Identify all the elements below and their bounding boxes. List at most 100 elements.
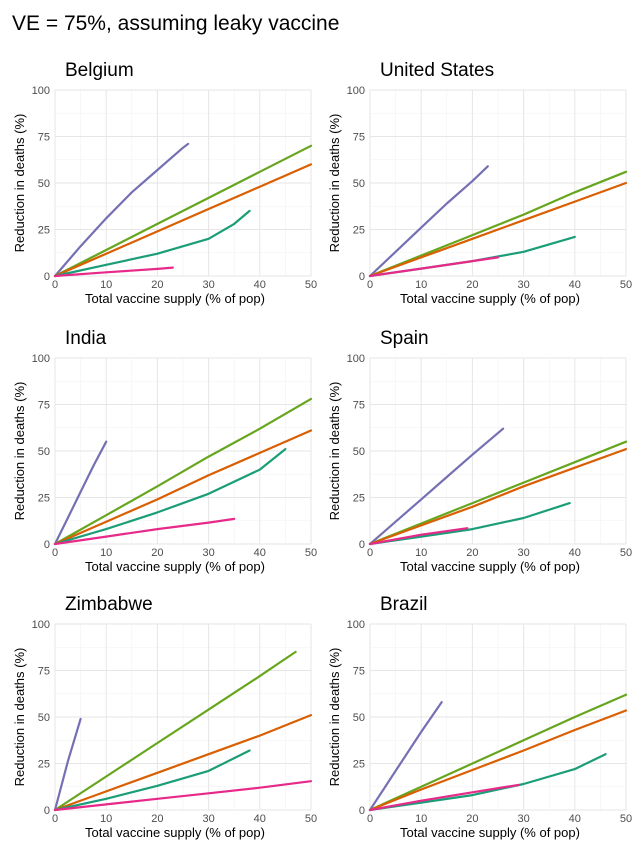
x-axis-label: Total vaccine supply (% of pop) xyxy=(400,825,580,840)
x-tick-label: 40 xyxy=(569,279,581,291)
series-line-0 xyxy=(53,142,190,278)
x-tick-label: 30 xyxy=(202,813,214,825)
x-axis-label: Total vaccine supply (% of pop) xyxy=(85,825,265,840)
panel-5: 0 10 20 30 40 50 0 25 50 75 100 Brazil Total vaccine… xyxy=(327,594,632,840)
x-tick-label: 10 xyxy=(100,279,112,291)
panel-title: Brazil xyxy=(380,594,428,615)
y-tick-label: 100 xyxy=(32,619,50,631)
y-axis-label: Reduction in deaths (%) xyxy=(327,648,342,787)
x-tick-label: 50 xyxy=(620,279,632,291)
series-line-1 xyxy=(368,170,628,278)
figure-title: VE = 75%, assuming leaky vaccine xyxy=(12,12,340,35)
y-tick-label: 25 xyxy=(353,225,365,237)
panel-1: 0 10 20 30 40 50 0 25 50 75 100 United States Total … xyxy=(327,60,632,306)
x-tick-label: 20 xyxy=(151,547,163,559)
series-line-1 xyxy=(368,440,628,546)
x-tick-label: 10 xyxy=(415,813,427,825)
panel-0: 0 10 20 30 40 50 0 25 50 75 100 Belgium Total vaccin… xyxy=(12,60,317,306)
x-axis-label: Total vaccine supply (% of pop) xyxy=(400,559,580,574)
series-line-4 xyxy=(368,256,500,278)
y-tick-label: 100 xyxy=(32,85,50,97)
x-tick-label: 20 xyxy=(466,547,478,559)
x-tick-label: 10 xyxy=(100,813,112,825)
y-tick-label: 50 xyxy=(38,178,50,190)
y-tick-label: 25 xyxy=(38,225,50,237)
y-axis-label: Reduction in deaths (%) xyxy=(327,382,342,521)
x-tick-label: 0 xyxy=(367,547,373,559)
y-tick-label: 75 xyxy=(38,400,50,412)
panel-4: 0 10 20 30 40 50 0 25 50 75 100 Zimbabwe Total vacci… xyxy=(12,594,317,840)
x-axis-label: Total vaccine supply (% of pop) xyxy=(400,291,580,306)
x-tick-label: 20 xyxy=(466,813,478,825)
y-tick-label: 0 xyxy=(359,271,365,283)
x-tick-label: 50 xyxy=(305,547,317,559)
series-line-0 xyxy=(53,717,82,812)
x-tick-label: 20 xyxy=(466,279,478,291)
x-tick-label: 20 xyxy=(151,813,163,825)
series-line-1 xyxy=(53,397,313,546)
y-tick-label: 0 xyxy=(44,805,50,817)
series-line-2 xyxy=(53,713,313,812)
x-axis-label: Total vaccine supply (% of pop) xyxy=(85,559,265,574)
x-tick-label: 40 xyxy=(569,547,581,559)
series-line-2 xyxy=(368,448,628,546)
y-tick-label: 50 xyxy=(38,712,50,724)
x-tick-label: 50 xyxy=(305,279,317,291)
panel-3: 0 10 20 30 40 50 0 25 50 75 100 Spain Total vaccine … xyxy=(327,328,632,574)
y-tick-label: 100 xyxy=(347,353,365,365)
series-line-3 xyxy=(368,753,607,812)
x-tick-label: 40 xyxy=(254,279,266,291)
x-tick-label: 30 xyxy=(202,547,214,559)
y-axis-label: Reduction in deaths (%) xyxy=(12,382,27,521)
series-line-2 xyxy=(368,181,628,278)
series-line-0 xyxy=(368,427,505,546)
series-line-1 xyxy=(53,144,313,278)
panel-title: Zimbabwe xyxy=(65,594,153,615)
x-tick-label: 30 xyxy=(517,279,529,291)
y-tick-label: 0 xyxy=(44,271,50,283)
x-tick-label: 40 xyxy=(569,813,581,825)
x-tick-label: 0 xyxy=(367,279,373,291)
x-tick-label: 50 xyxy=(305,813,317,825)
y-tick-label: 50 xyxy=(353,446,365,458)
y-tick-label: 25 xyxy=(353,493,365,505)
x-axis-label: Total vaccine supply (% of pop) xyxy=(85,291,265,306)
series-line-0 xyxy=(53,440,108,546)
series-line-2 xyxy=(53,163,313,278)
series-line-3 xyxy=(53,448,287,546)
y-tick-label: 75 xyxy=(353,666,365,678)
y-tick-label: 50 xyxy=(38,446,50,458)
series-line-0 xyxy=(368,165,489,278)
x-tick-label: 40 xyxy=(254,813,266,825)
series-line-4 xyxy=(368,783,520,812)
y-tick-label: 75 xyxy=(38,666,50,678)
panel-title: Spain xyxy=(380,328,429,349)
series-line-2 xyxy=(368,709,628,812)
series-line-4 xyxy=(53,517,236,546)
y-tick-label: 100 xyxy=(347,85,365,97)
panel-title: United States xyxy=(380,60,494,81)
x-tick-label: 50 xyxy=(620,547,632,559)
x-tick-label: 30 xyxy=(202,279,214,291)
y-tick-label: 25 xyxy=(38,493,50,505)
x-tick-label: 40 xyxy=(254,547,266,559)
series-line-4 xyxy=(53,780,313,812)
y-tick-label: 75 xyxy=(353,132,365,144)
x-tick-label: 10 xyxy=(415,279,427,291)
x-tick-label: 20 xyxy=(151,279,163,291)
panel-title: Belgium xyxy=(65,60,134,81)
y-axis-label: Reduction in deaths (%) xyxy=(327,114,342,253)
series-line-4 xyxy=(53,266,174,278)
series-line-4 xyxy=(368,527,469,546)
y-tick-label: 75 xyxy=(38,132,50,144)
x-tick-label: 0 xyxy=(52,547,58,559)
y-tick-label: 100 xyxy=(32,353,50,365)
x-tick-label: 50 xyxy=(620,813,632,825)
y-axis-label: Reduction in deaths (%) xyxy=(12,648,27,787)
y-tick-label: 25 xyxy=(38,759,50,771)
y-tick-label: 50 xyxy=(353,712,365,724)
panel-title: India xyxy=(65,328,107,349)
panel-2: 0 10 20 30 40 50 0 25 50 75 100 India Total vaccine … xyxy=(12,328,317,574)
x-tick-label: 0 xyxy=(367,813,373,825)
